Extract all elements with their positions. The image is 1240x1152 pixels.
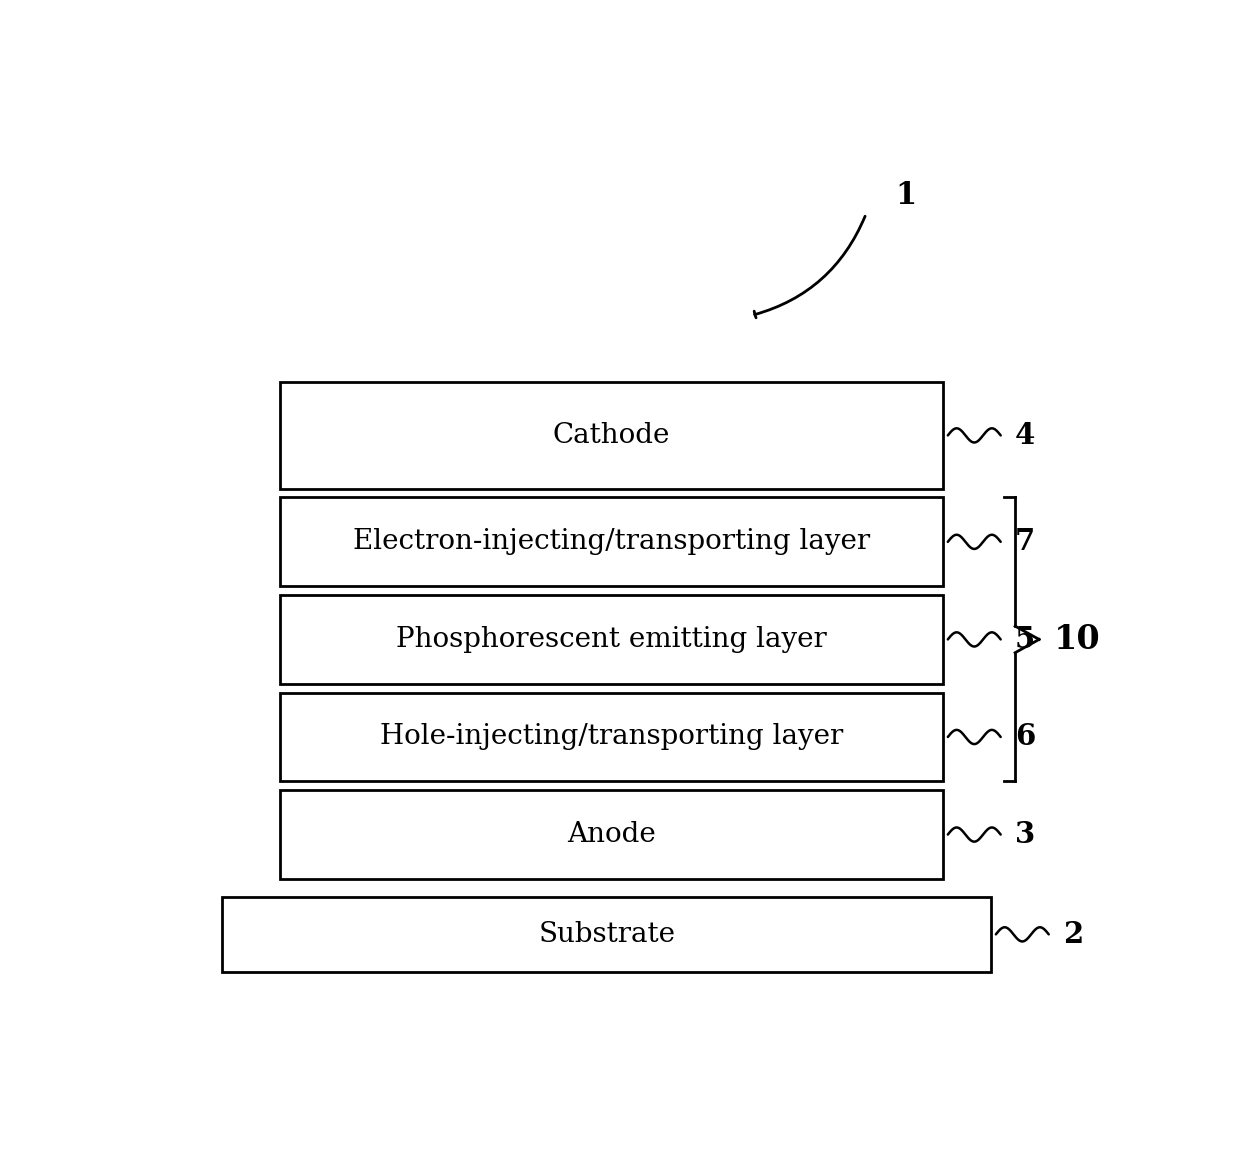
Text: Anode: Anode [567, 821, 656, 848]
Text: Cathode: Cathode [553, 422, 670, 449]
Text: Phosphorescent emitting layer: Phosphorescent emitting layer [396, 626, 827, 653]
Bar [280, 692, 942, 781]
Text: 6: 6 [1016, 722, 1035, 751]
Text: 7: 7 [1016, 528, 1035, 556]
Text: Electron-injecting/transporting layer: Electron-injecting/transporting layer [353, 529, 870, 555]
Bar [280, 498, 942, 586]
Bar [280, 382, 942, 488]
Bar [280, 790, 942, 879]
Text: 3: 3 [1016, 820, 1035, 849]
Text: 1: 1 [895, 181, 916, 212]
Text: 2: 2 [1063, 919, 1084, 949]
Bar [222, 896, 991, 972]
Text: 4: 4 [1016, 420, 1035, 450]
Bar [280, 596, 942, 684]
Text: Substrate: Substrate [538, 920, 675, 948]
Text: 5: 5 [1016, 624, 1035, 654]
Text: 10: 10 [1054, 623, 1100, 655]
Text: Hole-injecting/transporting layer: Hole-injecting/transporting layer [379, 723, 843, 750]
